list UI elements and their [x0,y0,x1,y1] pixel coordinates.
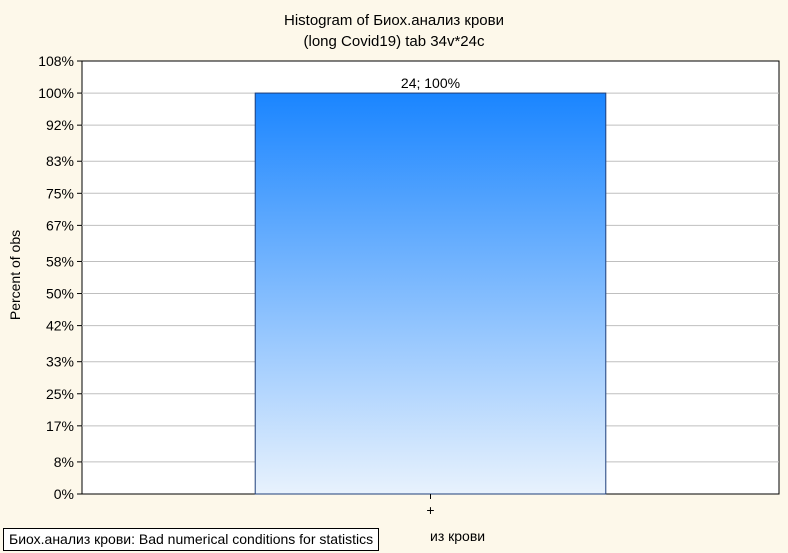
y-tick-label: 75% [46,185,74,201]
y-tick-label: 0% [54,486,74,502]
y-tick-label: 100% [38,85,74,101]
chart-title-line-2: (long Covid19) tab 34v*24c [303,33,485,50]
x-tick-label: + [426,502,434,518]
y-tick-label: 42% [46,318,74,334]
y-tick-label: 8% [54,454,74,470]
y-tick-label: 58% [46,253,74,269]
y-tick-label: 33% [46,354,74,370]
bar-data-label: 24; 100% [401,75,460,91]
y-tick-label: 108% [38,53,74,69]
y-tick-label: 67% [46,217,74,233]
status-message-box: Биох.анализ крови: Bad numerical conditi… [3,528,380,551]
y-axis-label: Percent of obs [7,229,23,321]
x-axis-label: из крови [430,528,486,544]
chart-title-line-1: Histogram of Биох.анализ крови [284,12,504,29]
y-tick-label: 17% [46,418,74,434]
y-tick-label: 92% [46,117,74,133]
y-tick-label: 25% [46,386,74,402]
y-tick-label: 83% [46,153,74,169]
histogram-bar [254,92,607,495]
y-tick-label: 50% [46,286,74,302]
chart-title: Histogram of Биох.анализ крови (long Cov… [0,10,788,52]
